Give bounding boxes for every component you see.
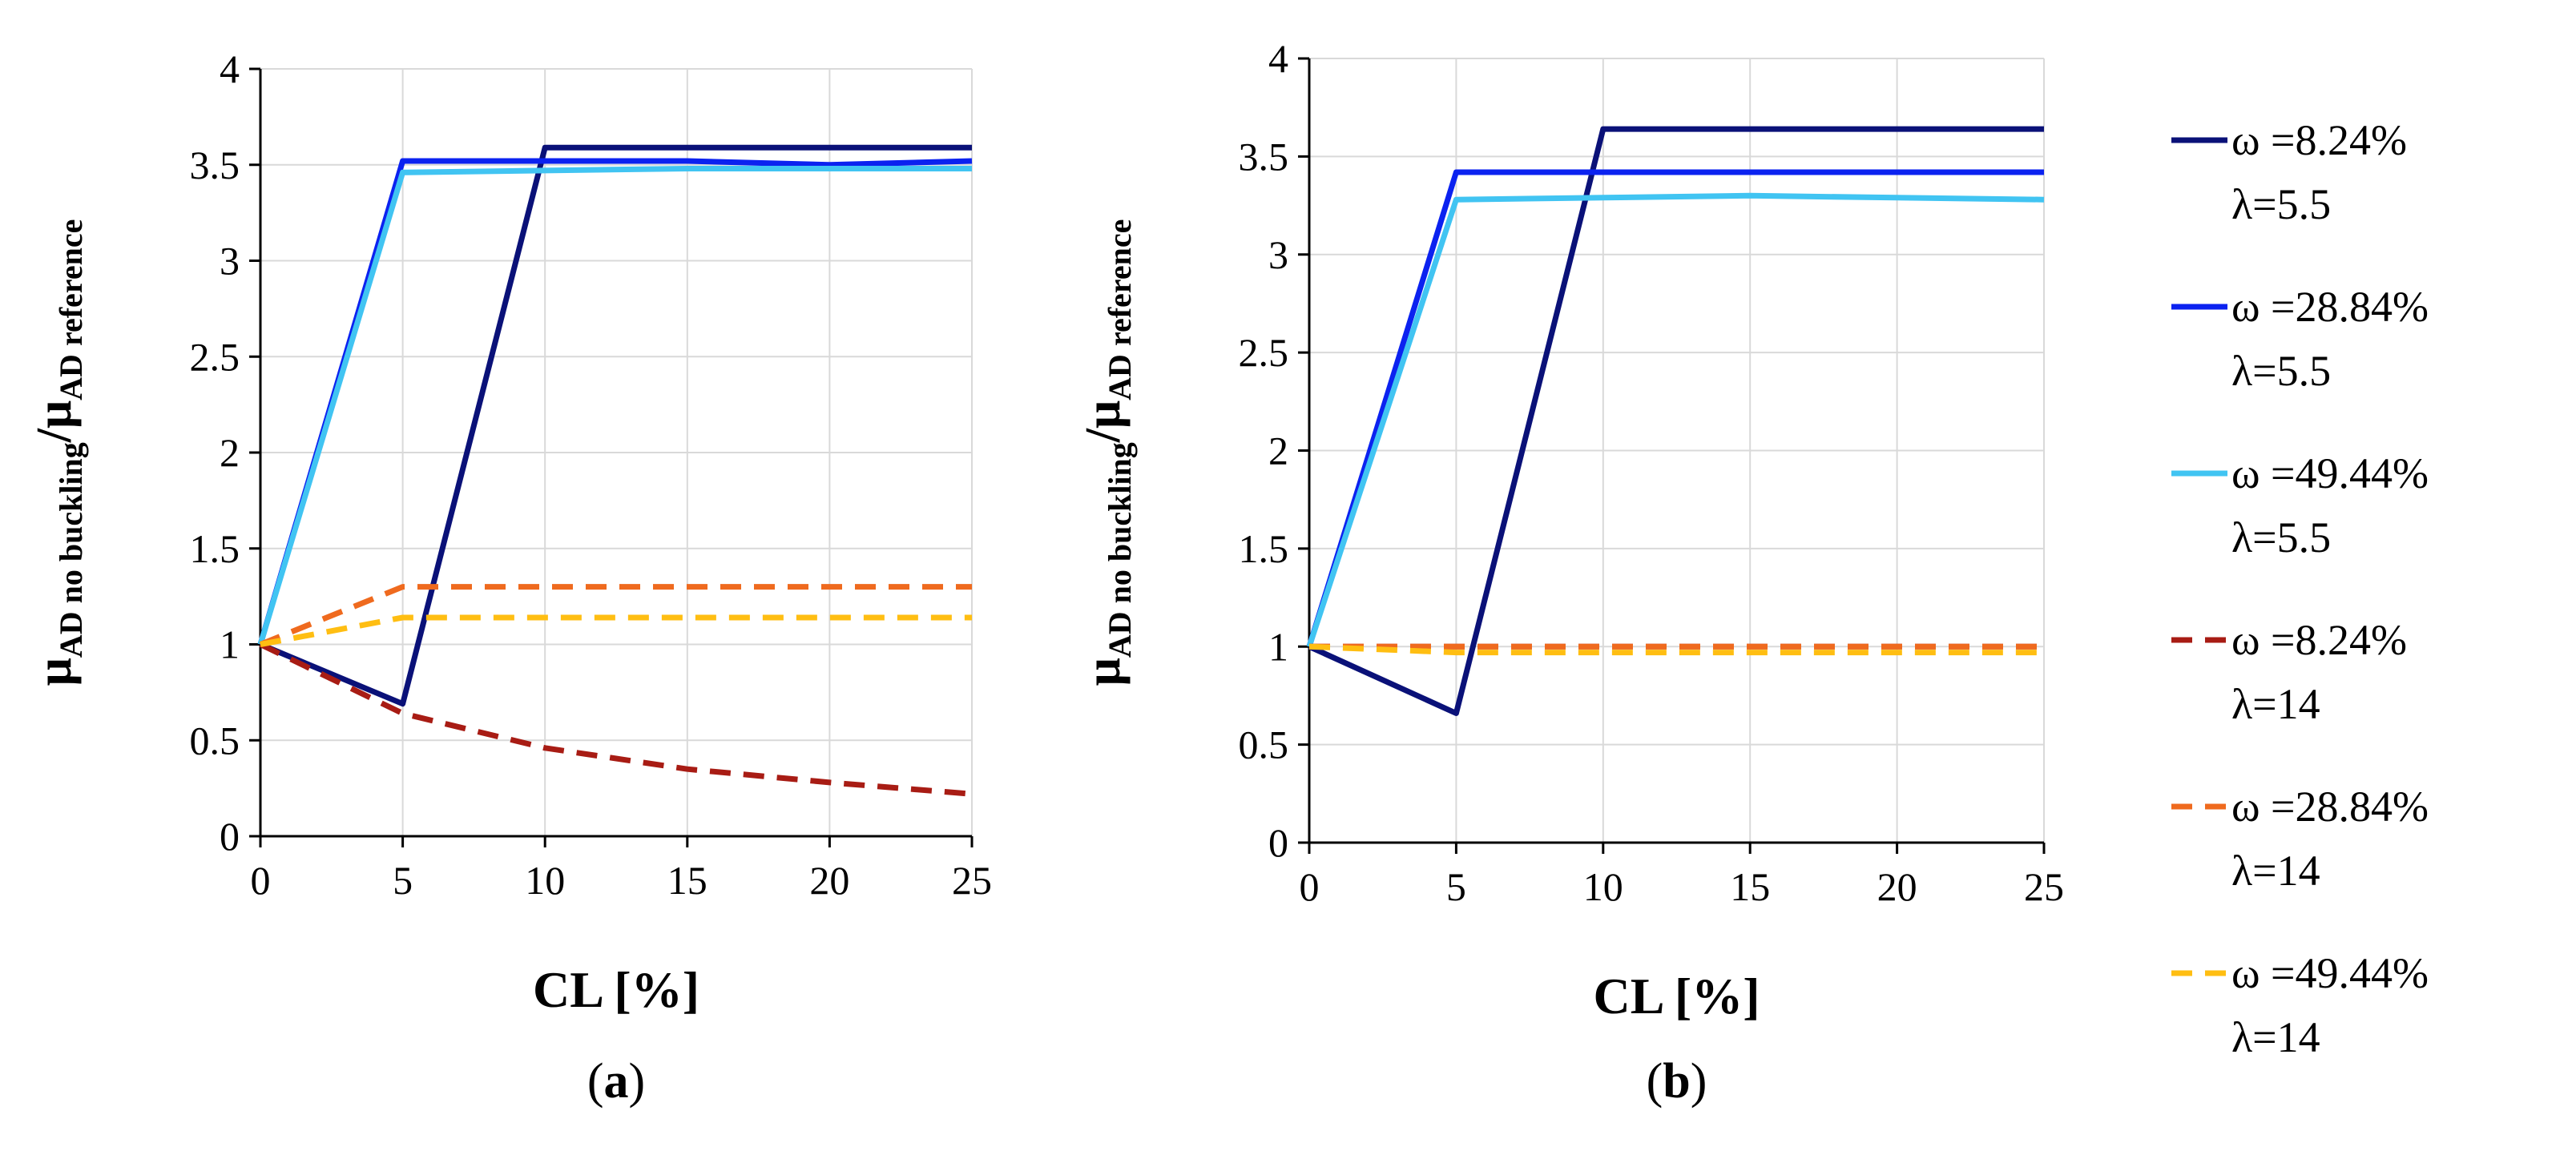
series-line <box>257 158 973 646</box>
x-tick-label: 10 <box>1583 864 1623 909</box>
panel-label: (a) <box>587 1054 645 1109</box>
series-line <box>1306 169 2044 648</box>
y-axis-label-part: μ <box>27 658 82 686</box>
panel-label-paren: ) <box>1691 1054 1707 1109</box>
legend-label: λ=5.5 <box>2231 513 2331 561</box>
panel-label-paren: ) <box>629 1054 646 1109</box>
y-tick-label: 4 <box>1268 36 1288 81</box>
x-tick-label: 5 <box>393 858 413 903</box>
x-tick-label: 20 <box>1877 864 1917 909</box>
y-tick-label: 2 <box>220 430 240 475</box>
y-tick-label: 1.5 <box>190 526 240 571</box>
y-axis-label: μAD no buckling/μAD reference <box>27 219 89 686</box>
series-line <box>259 642 973 797</box>
legend-label: ω =8.24% <box>2231 616 2407 664</box>
panel-label-paren: ( <box>1647 1054 1663 1109</box>
panel-label-letter: a <box>604 1054 629 1109</box>
y-tick-label: 0 <box>1268 820 1288 865</box>
legend-label: λ=14 <box>2231 1013 2320 1061</box>
y-tick-label: 1.5 <box>1239 526 1289 571</box>
y-tick-label: 0.5 <box>190 718 240 763</box>
y-axis-label-part: AD reference <box>53 219 89 400</box>
y-tick-label: 3.5 <box>190 143 240 187</box>
legend-label: ω =28.84% <box>2231 283 2429 331</box>
y-tick-label: 2.5 <box>1239 330 1289 375</box>
x-axis-label: CL [%] <box>533 961 699 1018</box>
y-tick-label: 0.5 <box>1239 722 1289 767</box>
y-axis-label: μAD no buckling/μAD reference <box>1076 219 1138 686</box>
y-axis-label-part: /μ <box>1076 400 1131 443</box>
panel-label-paren: ( <box>587 1054 604 1109</box>
x-tick-label: 25 <box>952 858 992 903</box>
x-tick-label: 20 <box>809 858 849 903</box>
y-tick-label: 0 <box>220 814 240 859</box>
x-tick-label: 0 <box>1300 864 1320 909</box>
x-tick-label: 0 <box>251 858 271 903</box>
y-axis-label-part: AD no buckling <box>53 442 89 658</box>
x-tick-label: 5 <box>1446 864 1466 909</box>
y-tick-label: 2 <box>1268 429 1288 473</box>
legend-label: ω =28.84% <box>2231 783 2429 831</box>
y-axis-label-part: AD reference <box>1102 219 1138 400</box>
x-tick-label: 15 <box>667 858 707 903</box>
y-tick-label: 3 <box>1268 232 1288 277</box>
panel-a-chart: 0 0.5 1 1.5 2 2.5 3 3.5 4 0 5 10 15 20 25 CL [%] μAD no … <box>27 46 992 1109</box>
series-line <box>1306 192 2045 648</box>
series-line <box>1308 643 2044 656</box>
y-tick-label: 1 <box>220 622 240 667</box>
legend-label: ω =49.44% <box>2231 949 2429 997</box>
x-axis-label: CL [%] <box>1594 968 1760 1024</box>
panel-label: (b) <box>1647 1054 1707 1109</box>
legend-label: λ=14 <box>2231 680 2320 728</box>
y-tick-label: 2.5 <box>190 334 240 379</box>
legend-label: ω =49.44% <box>2231 449 2429 497</box>
y-tick-label: 1 <box>1268 624 1288 669</box>
series-line <box>259 144 972 707</box>
legend-label: λ=14 <box>2231 847 2320 895</box>
legend-label: λ=5.5 <box>2231 180 2331 228</box>
series-line <box>260 614 972 647</box>
legend-label: ω =8.24% <box>2231 116 2407 164</box>
panel-label-letter: b <box>1663 1054 1690 1109</box>
legend-label: λ=5.5 <box>2231 347 2331 395</box>
x-tick-label: 25 <box>2024 864 2064 909</box>
y-tick-label: 3 <box>220 239 240 284</box>
series-line <box>257 166 972 646</box>
legend: ω =8.24% λ=5.5 ω =28.84% λ=5.5 ω =49.44% λ=5.… <box>2171 116 2429 1061</box>
panel-b-chart: 0 0.5 1 1.5 2 2.5 3 3.5 4 0 5 10 15 20 25 CL [%] μAD no … <box>1076 36 2064 1109</box>
y-axis-label-part: AD no buckling <box>1102 442 1138 658</box>
y-axis-label-part: /μ <box>27 400 82 443</box>
x-tick-label: 15 <box>1730 864 1770 909</box>
y-tick-label: 4 <box>220 46 240 91</box>
y-tick-label: 3.5 <box>1239 134 1289 179</box>
x-tick-label: 10 <box>525 858 565 903</box>
series-line <box>1308 126 2044 716</box>
y-axis-label-part: μ <box>1076 658 1131 686</box>
